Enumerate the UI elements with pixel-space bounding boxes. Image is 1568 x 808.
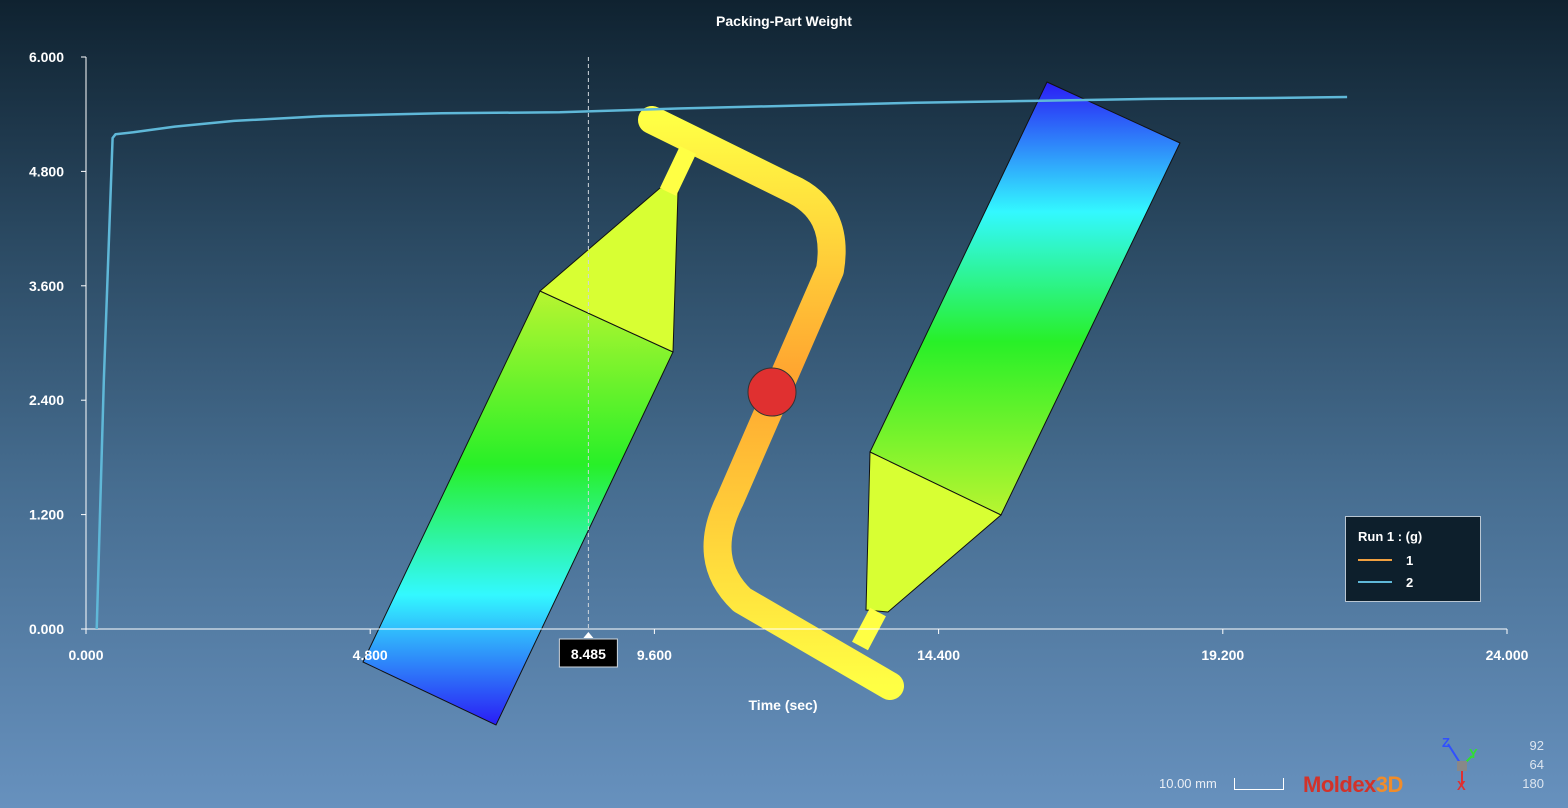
scale-bar [1234, 778, 1284, 790]
left-runner-stem [659, 146, 697, 196]
series-line-2 [95, 95, 1348, 630]
color-b-value: 180 [1522, 776, 1544, 791]
moldex3d-logo: Moldex3D [1303, 772, 1403, 798]
logo-text-2: 3D [1375, 772, 1404, 797]
time-cursor[interactable]: 8.485 [558, 57, 618, 668]
x-tick-label: 4.800 [353, 647, 388, 663]
axis-x-label: X [1457, 778, 1466, 793]
cursor-label-box [558, 638, 618, 668]
x-tick-label: 9.600 [637, 647, 672, 663]
model-view [362, 81, 1181, 726]
x-tick-label: 24.000 [1486, 647, 1529, 663]
chart-title: Packing-Part Weight [716, 13, 852, 29]
cursor-handle[interactable] [583, 632, 594, 638]
y-tick-label: 2.400 [29, 392, 64, 408]
y-tick-label: 0.000 [29, 621, 64, 637]
cursor-label: 8.485 [571, 646, 606, 662]
axis-y-label: Y [1469, 746, 1478, 761]
series-layer [95, 95, 1348, 630]
color-g-value: 64 [1529, 757, 1544, 772]
legend-item-1[interactable]: 1 [1358, 552, 1413, 568]
color-r-value: 92 [1529, 738, 1544, 753]
axes: 0.000 1.200 2.400 3.600 4.800 6.000 0.000 4.800… [29, 49, 1529, 663]
y-tick-label: 3.600 [29, 278, 64, 294]
x-tick-label: 19.200 [1201, 647, 1244, 663]
legend-swatch-2 [1358, 581, 1392, 583]
legend-swatch-1 [1358, 559, 1392, 561]
x-tick-label: 14.400 [917, 647, 960, 663]
legend-label-1: 1 [1406, 552, 1414, 568]
sprue-marker [747, 367, 797, 417]
right-cavity [869, 81, 1181, 516]
axis-triad-icon[interactable]: Z Y X [1436, 734, 1486, 794]
legend-label-2: 2 [1406, 574, 1414, 590]
right-gate [865, 451, 1002, 613]
logo-text-1: Moldex [1303, 772, 1376, 797]
x-axis-label: Time (sec) [749, 697, 818, 713]
legend-title: Run 1 : (g) [1358, 529, 1423, 544]
y-tick-label: 4.800 [29, 163, 64, 179]
y-tick-label: 6.000 [29, 49, 64, 65]
y-tick-label: 1.200 [29, 507, 64, 523]
left-gate [539, 187, 679, 353]
legend-item-2[interactable]: 2 [1358, 574, 1413, 590]
legend: Run 1 : (g) 1 2 [1345, 516, 1481, 602]
scale-label: 10.00 mm [1159, 776, 1217, 791]
left-cavity [362, 290, 674, 726]
x-tick-label: 0.000 [68, 647, 103, 663]
axis-z-label: Z [1442, 735, 1450, 750]
